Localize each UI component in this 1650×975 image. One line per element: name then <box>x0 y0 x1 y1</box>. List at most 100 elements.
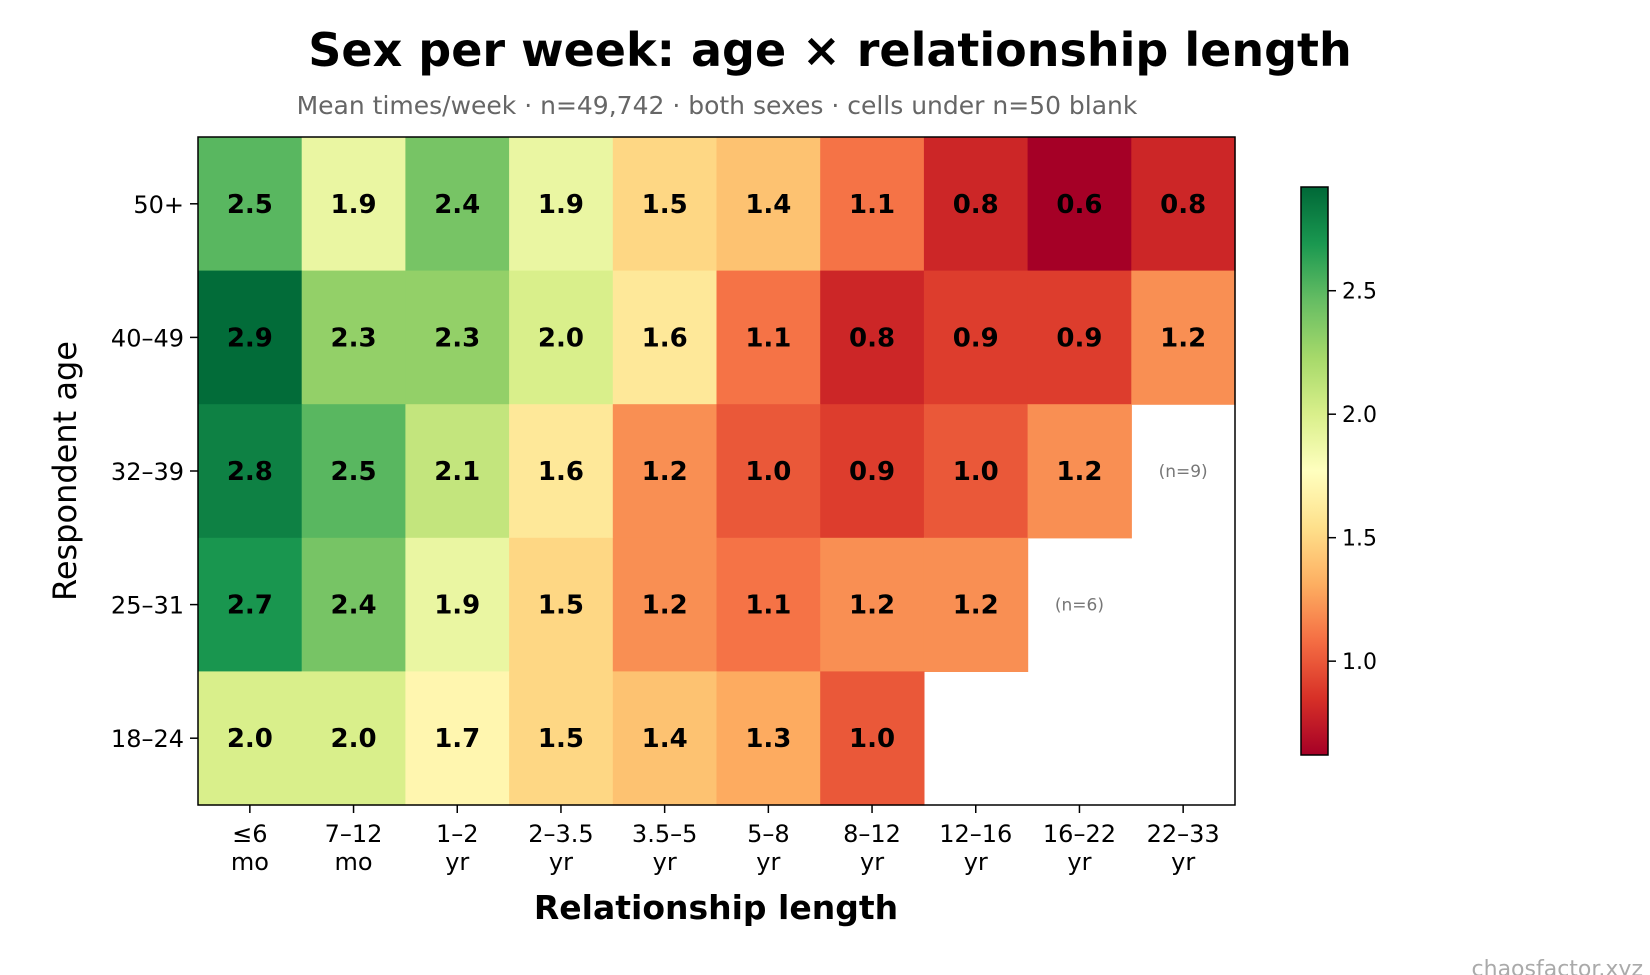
heatmap-cell <box>716 137 821 272</box>
cell-sample-note: (n=9) <box>1159 462 1208 482</box>
heatmap-cell <box>198 137 303 272</box>
heatmap-cell <box>923 537 1029 672</box>
cell-value-label: 1.2 <box>953 591 999 621</box>
heatmap-cell-labels: 2.5 1.9 2.4 1.9 1.5 1.4 1.1 0.8 0.6 0.8 2.9 2.3 2.3 2… <box>227 190 1208 754</box>
cell-value-label: 2.5 <box>331 457 377 487</box>
cell-value-label: 1.1 <box>745 323 791 353</box>
y-tick-label: 40–49 <box>111 324 184 352</box>
heatmap-cell <box>612 270 718 405</box>
x-tick-label: 1–2 yr <box>436 820 479 876</box>
heatmap-cell <box>1027 137 1132 272</box>
heatmap-cell <box>509 671 614 806</box>
cell-value-label: 1.5 <box>642 190 688 220</box>
heatmap-cell <box>301 270 406 405</box>
heatmap-cell <box>820 537 925 672</box>
cell-value-label: 1.9 <box>331 190 377 220</box>
heatmap-cell <box>820 671 925 806</box>
cell-value-label: 2.5 <box>227 190 273 220</box>
x-tick-label: 5–8 yr <box>747 820 790 876</box>
cell-value-label: 1.6 <box>538 457 584 487</box>
x-tick-label: 2–3.5 yr <box>528 820 593 876</box>
cell-value-label: 0.8 <box>953 190 999 220</box>
cell-value-label: 1.1 <box>745 591 791 621</box>
cell-value-label: 0.9 <box>1056 323 1102 353</box>
cell-value-label: 2.3 <box>434 323 480 353</box>
heatmap-cell <box>820 404 925 539</box>
cell-value-label: 0.9 <box>849 457 895 487</box>
colorbar-tick-label: 2.0 <box>1342 403 1377 428</box>
x-tick-label: 8–12 yr <box>843 820 901 876</box>
heatmap-cell <box>923 137 1029 272</box>
cell-value-label: 0.6 <box>1056 190 1102 220</box>
cell-value-label: 1.9 <box>538 190 584 220</box>
heatmap-cell <box>405 270 510 405</box>
heatmap-cell <box>405 137 510 272</box>
heatmap-cell <box>1131 137 1236 272</box>
heatmap-cell <box>820 137 925 272</box>
heatmap-cell <box>509 404 614 539</box>
cell-value-label: 0.9 <box>953 323 999 353</box>
cell-value-label: 1.0 <box>953 457 999 487</box>
heatmap-cell <box>405 537 510 672</box>
x-tick-label: 3.5–5 yr <box>632 820 697 876</box>
heatmap-cell <box>612 537 718 672</box>
heatmap-cell <box>301 137 406 272</box>
cell-value-label: 2.0 <box>331 724 377 754</box>
colorbar <box>1300 186 1329 756</box>
cell-value-label: 2.4 <box>331 591 377 621</box>
y-tick-label: 50+ <box>133 191 184 219</box>
x-axis-label: Relationship length <box>534 888 898 927</box>
cell-value-label: 2.0 <box>538 323 584 353</box>
cell-value-label: 1.5 <box>538 724 584 754</box>
heatmap-cell <box>716 270 821 405</box>
heatmap-cell <box>198 671 303 806</box>
cell-value-label: 1.7 <box>434 724 480 754</box>
y-tick-label: 25–31 <box>111 592 184 620</box>
cell-value-label: 1.9 <box>434 591 480 621</box>
heatmap-cell <box>1131 270 1236 405</box>
colorbar-tick-label: 2.5 <box>1342 280 1377 305</box>
cell-value-label: 1.2 <box>1056 457 1102 487</box>
heatmap-cell <box>198 404 303 539</box>
cell-value-label: 2.8 <box>227 457 273 487</box>
cell-value-label: 1.4 <box>745 190 791 220</box>
cell-value-label: 2.1 <box>434 457 480 487</box>
heatmap-cell <box>716 537 821 672</box>
cell-value-label: 0.8 <box>1160 190 1206 220</box>
heatmap-cell <box>923 270 1029 405</box>
cell-sample-note: (n=6) <box>1055 596 1104 616</box>
colorbar-tick-label: 1.5 <box>1342 527 1377 552</box>
heatmap-cell <box>405 404 510 539</box>
cell-value-label: 1.2 <box>849 591 895 621</box>
cell-value-label: 2.7 <box>227 591 273 621</box>
cell-value-label: 2.0 <box>227 724 273 754</box>
cell-value-label: 1.0 <box>745 457 791 487</box>
heatmap-cell <box>301 671 406 806</box>
heatmap-cell <box>1027 404 1132 539</box>
cell-value-label: 2.9 <box>227 323 273 353</box>
heatmap-cell <box>612 137 718 272</box>
y-axis-label: Respondent age <box>46 341 84 601</box>
x-tick-label: 7–12 mo <box>325 820 383 876</box>
heatmap-cell <box>612 404 718 539</box>
cell-value-label: 1.0 <box>849 724 895 754</box>
cell-value-label: 1.5 <box>538 591 584 621</box>
cell-value-label: 1.2 <box>1160 323 1206 353</box>
cell-value-label: 2.3 <box>331 323 377 353</box>
cell-value-label: 1.2 <box>642 591 688 621</box>
y-tick-label: 18–24 <box>111 725 184 753</box>
heatmap-cell <box>509 270 614 405</box>
heatmap-cell <box>198 270 303 405</box>
heatmap-cell <box>716 671 821 806</box>
chart-title: Sex per week: age × relationship length <box>308 23 1352 77</box>
heatmap-cell <box>509 137 614 272</box>
heatmap-cell <box>301 537 406 672</box>
watermark: chaosfactor.xyz <box>1472 957 1643 975</box>
colorbar-tick-label: 1.0 <box>1342 650 1377 675</box>
chart-subtitle: Mean times/week · n=49,742 · both sexes … <box>297 91 1138 120</box>
cell-value-label: 1.1 <box>849 190 895 220</box>
x-tick-label: ≤6 mo <box>231 820 269 876</box>
cell-value-label: 0.8 <box>849 323 895 353</box>
cell-value-label: 2.4 <box>434 190 480 220</box>
